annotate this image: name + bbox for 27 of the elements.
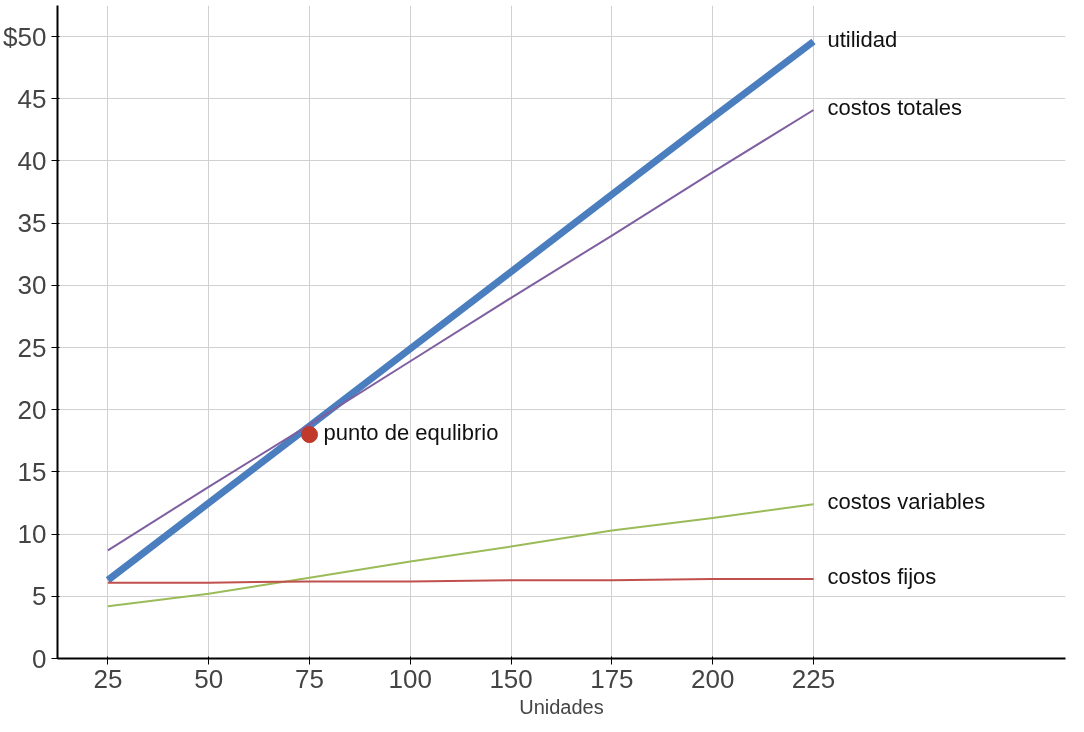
x-tick-label: 175 <box>590 663 634 694</box>
y-tick-label: 35 <box>17 208 47 239</box>
x-tick-label: 75 <box>295 663 324 694</box>
y-tick-label: 5 <box>32 581 47 612</box>
line-series <box>106 503 815 608</box>
x-tick-label: 150 <box>489 663 533 694</box>
series-label: utilidad <box>827 26 898 52</box>
y-tick-label: 30 <box>17 270 47 301</box>
line-series <box>106 108 815 552</box>
y-tick-label: 40 <box>17 145 47 176</box>
series-label: costos fijos <box>827 563 937 589</box>
y-tick-label: 15 <box>17 456 47 487</box>
x-tick-label: 200 <box>691 663 735 694</box>
series-label: costos totales <box>827 94 963 120</box>
y-tick-label: 25 <box>17 332 47 363</box>
series-label: punto de equlibrio <box>323 419 499 445</box>
x-tick-label: 225 <box>791 663 836 694</box>
x-tick-label: 50 <box>194 663 224 694</box>
y-tick-label: $50 <box>3 21 47 52</box>
x-tick-label: 100 <box>388 663 432 694</box>
y-tick-label: 0 <box>32 643 47 674</box>
y-tick-label: 10 <box>17 519 47 550</box>
series-label: costos variables <box>827 489 986 515</box>
y-tick-label: 20 <box>17 394 47 425</box>
y-tick-label: 45 <box>17 83 47 114</box>
x-axis-title: Unidades <box>519 695 604 718</box>
x-tick-label: 25 <box>93 663 123 694</box>
